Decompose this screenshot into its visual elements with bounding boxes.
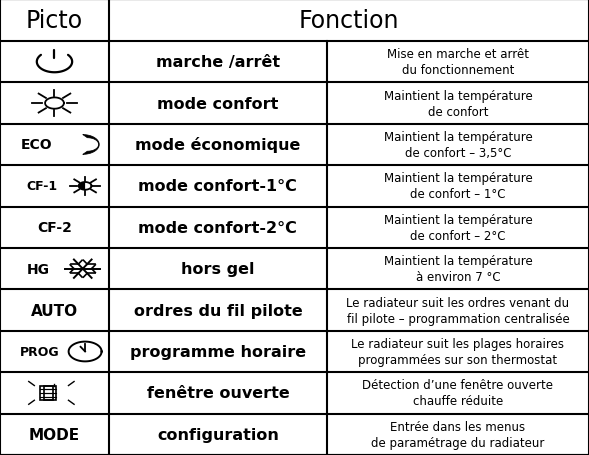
Text: Fonction: Fonction <box>299 9 399 33</box>
Text: Maintient la température
de confort – 3,5°C: Maintient la température de confort – 3,… <box>383 131 532 160</box>
Text: mode confort-2°C: mode confort-2°C <box>138 220 297 235</box>
Text: ECO: ECO <box>21 138 52 152</box>
Text: Maintient la température
de confort: Maintient la température de confort <box>383 89 532 118</box>
Polygon shape <box>82 135 99 155</box>
Text: fenêtre ouverte: fenêtre ouverte <box>147 385 289 400</box>
Polygon shape <box>79 182 85 190</box>
Text: Le radiateur suit les ordres venant du
fil pilote – programmation centralisée: Le radiateur suit les ordres venant du f… <box>346 296 570 325</box>
Text: programme horaire: programme horaire <box>130 344 306 359</box>
Text: mode confort-1°C: mode confort-1°C <box>138 179 297 194</box>
Text: AUTO: AUTO <box>31 303 78 318</box>
Text: marche /arrêt: marche /arrêt <box>156 55 280 70</box>
Text: CF-1: CF-1 <box>26 180 57 193</box>
Text: mode économique: mode économique <box>135 137 300 153</box>
Text: mode confort: mode confort <box>157 96 279 111</box>
Text: MODE: MODE <box>29 427 80 442</box>
Text: Détection d’une fenêtre ouverte
chauffe réduite: Détection d’une fenêtre ouverte chauffe … <box>362 379 554 408</box>
Text: PROG: PROG <box>20 345 59 358</box>
Text: Entrée dans les menus
de paramétrage du radiateur: Entrée dans les menus de paramétrage du … <box>371 420 545 449</box>
Text: configuration: configuration <box>157 427 279 442</box>
Text: Picto: Picto <box>26 9 83 33</box>
Text: CF-2: CF-2 <box>37 221 72 235</box>
Text: Maintient la température
de confort – 1°C: Maintient la température de confort – 1°… <box>383 172 532 201</box>
Text: hors gel: hors gel <box>181 262 254 277</box>
Text: Maintient la température
à environ 7 °C: Maintient la température à environ 7 °C <box>383 255 532 283</box>
Text: HG: HG <box>27 262 49 276</box>
Text: Mise en marche et arrêt
du fonctionnement: Mise en marche et arrêt du fonctionnemen… <box>387 48 529 77</box>
Text: ordres du fil pilote: ordres du fil pilote <box>134 303 302 318</box>
Text: Maintient la température
de confort – 2°C: Maintient la température de confort – 2°… <box>383 213 532 242</box>
Text: Le radiateur suit les plages horaires
programmées sur son thermostat: Le radiateur suit les plages horaires pr… <box>352 337 564 366</box>
